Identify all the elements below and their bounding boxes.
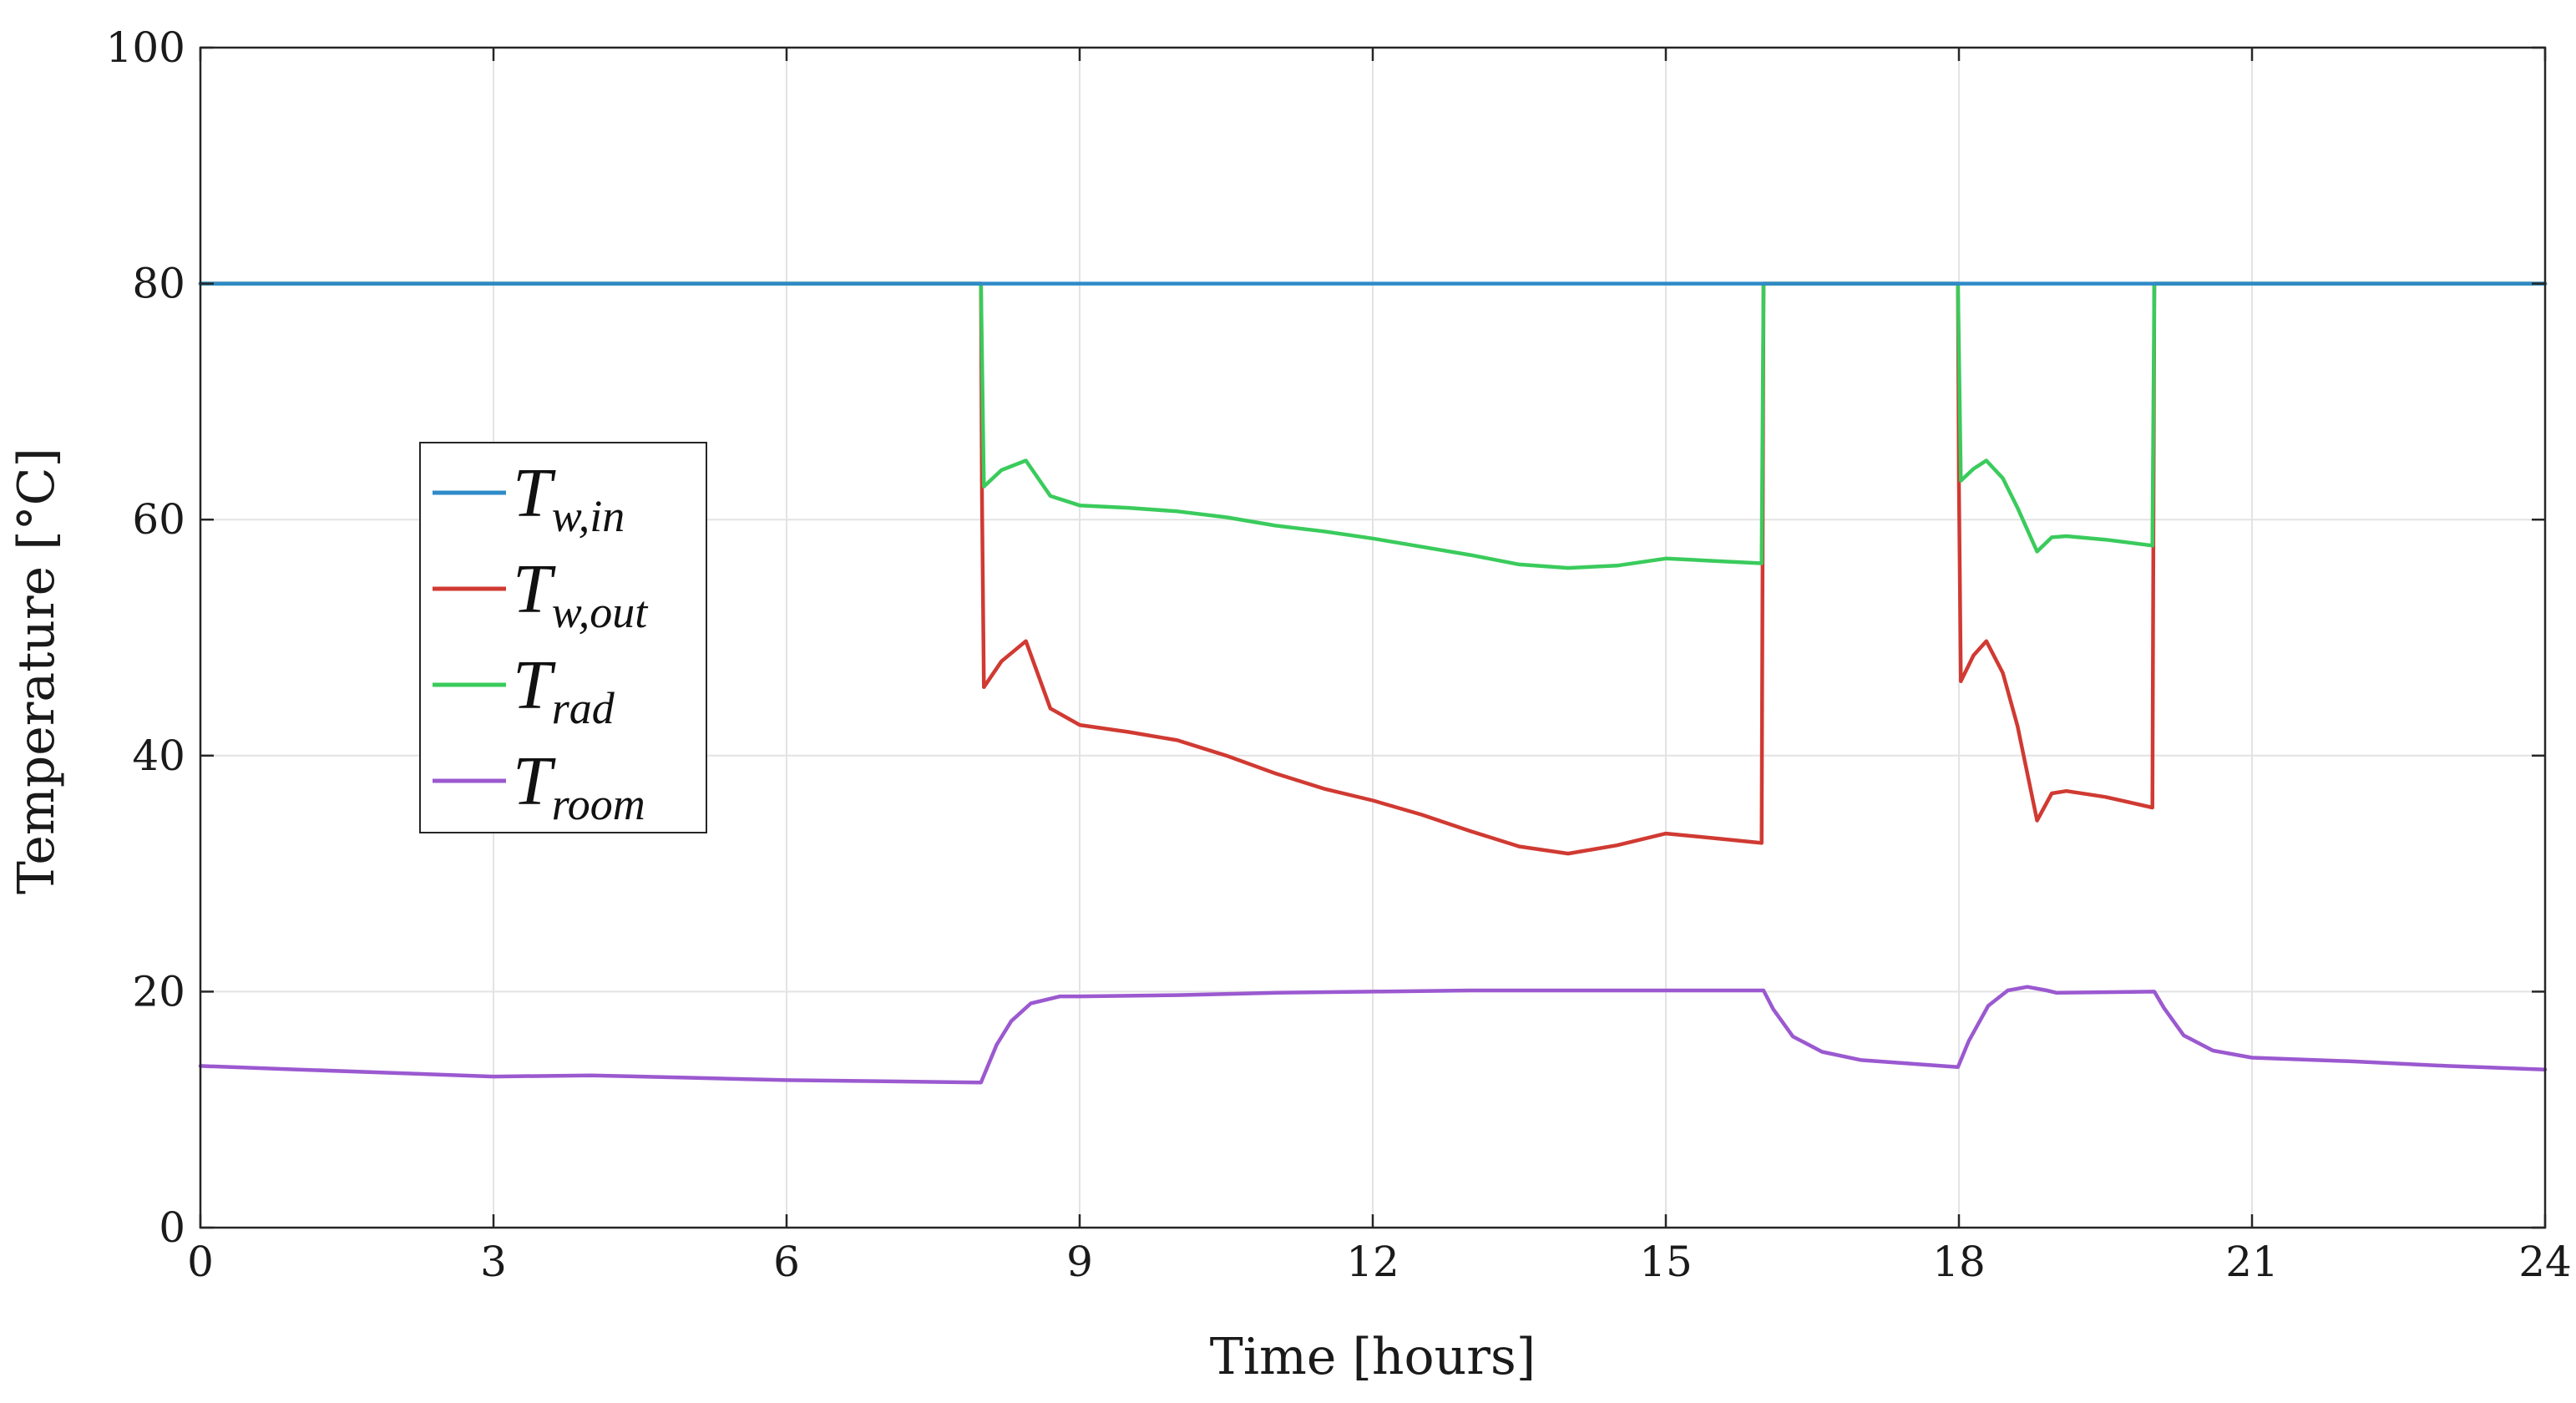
x-tick-label: 12 <box>1346 1238 1399 1286</box>
y-tick-label: 60 <box>132 495 185 544</box>
y-tick-label: 40 <box>132 732 185 780</box>
legend-box <box>419 442 707 833</box>
x-tick-label: 21 <box>2225 1238 2279 1286</box>
y-tick-label: 20 <box>132 967 185 1016</box>
legend-subscript-w-out: w,out <box>552 587 650 637</box>
legend-subscript-rad: rad <box>552 683 615 733</box>
y-tick-label: 80 <box>132 260 185 308</box>
y-tick-label: 100 <box>106 23 185 72</box>
y-tick-label: 0 <box>159 1203 185 1252</box>
x-tick-label: 9 <box>1066 1238 1093 1286</box>
x-axis-title: Time [hours] <box>1210 1328 1536 1386</box>
y-axis-title: Temperature [°C] <box>8 448 66 894</box>
series-line-room <box>198 985 2548 1085</box>
x-tick-label: 3 <box>480 1238 507 1286</box>
series-line-rad <box>198 281 2548 570</box>
series-group <box>198 281 2548 1085</box>
x-tick-label: 18 <box>1932 1238 1986 1286</box>
ticks: 0 3 6 9 12 15 18 21 24 0 20 40 60 80 100 <box>106 23 2572 1286</box>
legend-subscript-w-in: w,in <box>552 491 625 541</box>
legend-subscript-room: room <box>552 779 645 829</box>
x-tick-label: 24 <box>2518 1238 2572 1286</box>
x-tick-label: 6 <box>773 1238 800 1286</box>
x-tick-label: 0 <box>187 1238 214 1286</box>
series-line-w-out <box>198 281 2548 856</box>
x-tick-label: 15 <box>1639 1238 1693 1286</box>
